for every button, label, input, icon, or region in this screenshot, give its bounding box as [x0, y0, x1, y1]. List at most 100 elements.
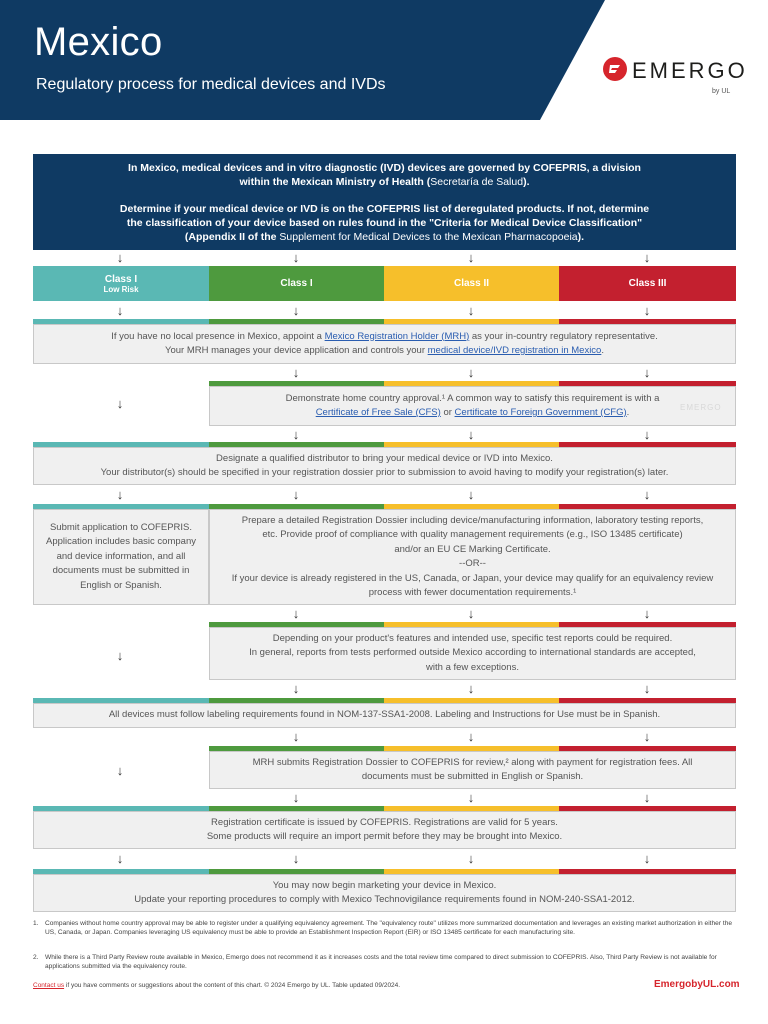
down-arrow-icon: ↓ [467, 250, 475, 265]
down-arrow-icon: ↓ [467, 303, 475, 318]
down-arrow-icon: ↓ [292, 790, 300, 805]
step-labeling: All devices must follow labeling require… [33, 703, 736, 728]
intro-line-5c: ). [577, 231, 585, 243]
class-label: Class I [280, 278, 313, 289]
down-arrow-icon: ↓ [116, 487, 124, 502]
down-arrow-icon: ↓ [643, 851, 651, 866]
step-appoint-mrh: If you have no local presence in Mexico,… [33, 324, 736, 364]
step-text: If your device is already registered in … [231, 572, 714, 584]
logo-by-ul: by UL [712, 88, 731, 95]
down-arrow-icon: ↓ [292, 606, 300, 621]
down-arrow-icon: ↓ [292, 681, 300, 696]
step-text: process with fewer documentation require… [368, 587, 577, 598]
footnote-1: 1. Companies without home country approv… [33, 919, 736, 938]
down-arrow-icon: ↓ [292, 487, 300, 502]
step-text: with a few exceptions. [426, 661, 519, 673]
down-arrow-icon: ↓ [643, 606, 651, 621]
step-home-country-approval: Demonstrate home country approval.¹ A co… [209, 386, 736, 426]
down-arrow-icon: ↓ [467, 606, 475, 621]
class-color-strip [209, 381, 736, 386]
down-arrow-icon: ↓ [292, 365, 300, 380]
intro-line-5a: (Appendix II of the [184, 231, 280, 243]
step-text: Demonstrate home country approval.¹ A co… [285, 392, 660, 404]
step-text: --OR-- [459, 558, 486, 569]
registration-link[interactable]: medical device/IVD registration in Mexic… [427, 345, 602, 356]
emergo-logo: EMERGO by UL [602, 56, 745, 96]
page-header: Mexico Regulatory process for medical de… [0, 0, 768, 120]
class-label: Class I [104, 273, 138, 285]
down-arrow-icon: ↓ [643, 427, 651, 442]
class-3: Class III [559, 266, 736, 301]
website-link[interactable]: EmergobyUL.com [654, 979, 740, 990]
step-text: If you have no local presence in Mexico,… [111, 330, 325, 342]
down-arrow-icon: ↓ [292, 303, 300, 318]
class-color-strip [33, 806, 736, 811]
down-arrow-icon: ↓ [292, 427, 300, 442]
class-color-strip [209, 746, 736, 751]
step-text: Update your reporting procedures to comp… [134, 894, 635, 905]
intro-line-2a: within the Mexican Ministry of Health ( [239, 176, 431, 188]
class-color-strip [33, 869, 736, 874]
step-designate-distributor: Designate a qualified distributor to bri… [33, 447, 736, 485]
step-text: Registration certificate is issued by CO… [211, 816, 558, 828]
step-text: and/or an EU CE Marking Certificate. [394, 543, 551, 555]
step-text: etc. Provide proof of compliance with qu… [262, 529, 683, 540]
step-text: or [440, 407, 455, 418]
class-color-strip [33, 698, 736, 703]
intro-line-4: the classification of your device based … [126, 217, 643, 229]
step-registration-certificate: Registration certificate is issued by CO… [33, 811, 736, 849]
step-text: as your in-country regulatory representa… [469, 330, 658, 342]
down-arrow-icon: ↓ [467, 365, 475, 380]
down-arrow-icon: ↓ [116, 303, 124, 318]
contact-us-link[interactable]: Contact us [33, 982, 65, 989]
step-text: documents must be submitted in English o… [361, 771, 584, 782]
intro-spanish-name: Secretaría de Salud [430, 176, 524, 188]
down-arrow-icon: ↓ [116, 851, 124, 866]
step-text: In general, reports from tests performed… [249, 647, 696, 659]
class-1-low-risk: Class I Low Risk [33, 266, 209, 301]
down-arrow-icon: ↓ [116, 763, 124, 778]
down-arrow-icon: ↓ [467, 790, 475, 805]
step-submit-for-review: MRH submits Registration Dossier to COFE… [209, 751, 736, 789]
down-arrow-icon: ↓ [116, 396, 124, 411]
down-arrow-icon: ↓ [467, 851, 475, 866]
footer-note: Contact us if you have comments or sugge… [33, 982, 400, 989]
logo-wordmark: EMERGO [632, 58, 748, 83]
down-arrow-icon: ↓ [292, 851, 300, 866]
footnote-text: While there is a Third Party Review rout… [45, 954, 717, 971]
step-text: All devices must follow labeling require… [108, 709, 661, 721]
footnote-text: Companies without home country approval … [45, 920, 733, 937]
down-arrow-icon: ↓ [643, 681, 651, 696]
step-text: Depending on your product's features and… [272, 632, 673, 644]
class-1: Class I [209, 266, 384, 301]
step-text: Some products will require an import per… [206, 831, 563, 842]
down-arrow-icon: ↓ [643, 303, 651, 318]
class-label: Class III [628, 278, 667, 289]
footer-text: if you have comments or suggestions abou… [64, 982, 401, 989]
intro-panel: In Mexico, medical devices and in vitro … [33, 154, 736, 250]
step-text: Designate a qualified distributor to bri… [216, 452, 553, 464]
step-prepare-dossier: Prepare a detailed Registration Dossier … [209, 509, 736, 605]
step-text: documents must be submitted in [52, 565, 190, 577]
cfs-link[interactable]: Certificate of Free Sale (CFS) [315, 407, 441, 418]
class-color-strip [209, 622, 736, 627]
down-arrow-icon: ↓ [467, 487, 475, 502]
intro-line-2c: ). [523, 176, 530, 188]
down-arrow-icon: ↓ [467, 427, 475, 442]
intro-line-1: In Mexico, medical devices and in vitro … [128, 162, 641, 174]
down-arrow-icon: ↓ [643, 487, 651, 502]
header-banner [0, 0, 605, 120]
emergo-watermark: EMERGO [680, 403, 722, 412]
class-color-strip [33, 319, 736, 324]
step-submit-low-risk: Submit application to COFEPRIS. Applicat… [33, 509, 209, 605]
down-arrow-icon: ↓ [467, 681, 475, 696]
footnote-2: 2. While there is a Third Party Review r… [33, 953, 736, 972]
down-arrow-icon: ↓ [643, 365, 651, 380]
cfg-link[interactable]: Certificate to Foreign Government (CFG) [454, 407, 627, 418]
down-arrow-icon: ↓ [116, 648, 124, 663]
step-text: . [626, 407, 630, 418]
mrh-link[interactable]: Mexico Registration Holder (MRH) [324, 330, 470, 342]
page-title: Mexico [34, 20, 163, 64]
step-text: and device information, and all [56, 550, 186, 562]
down-arrow-icon: ↓ [643, 250, 651, 265]
